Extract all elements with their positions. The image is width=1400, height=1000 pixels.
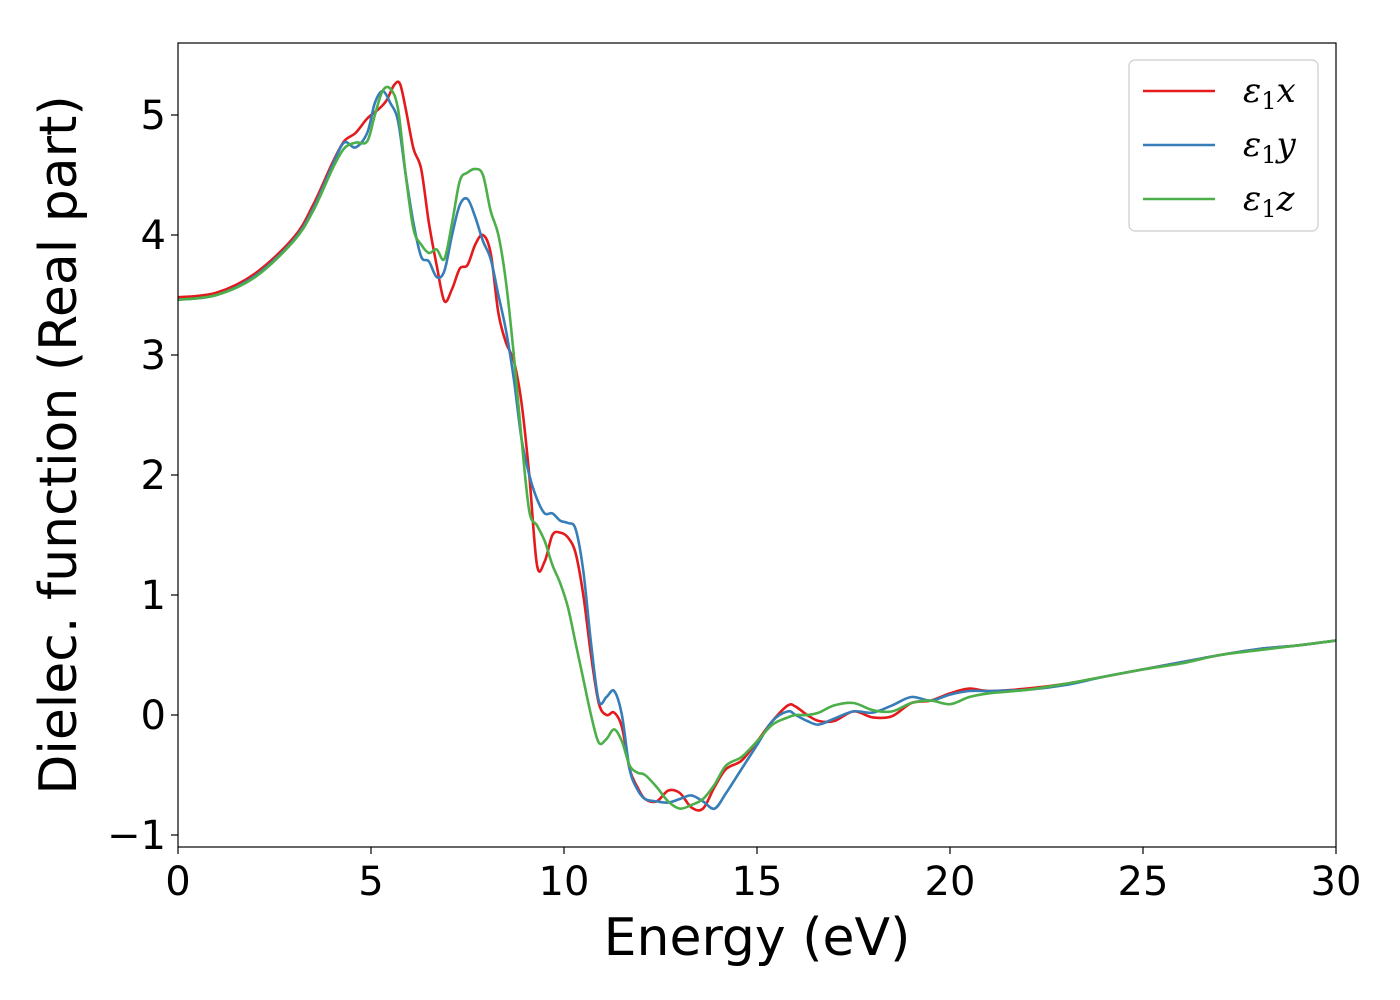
y-axis-label: Dielec. function (Real part) bbox=[29, 95, 89, 794]
x-tick-label: 0 bbox=[165, 859, 190, 905]
y-tick-label: 0 bbox=[141, 693, 166, 739]
x-tick-label: 15 bbox=[732, 859, 783, 905]
y-axis-ticks: −1 0 1 2 3 4 5 bbox=[107, 93, 178, 859]
legend-label: ε1y bbox=[1243, 125, 1297, 169]
series-layer bbox=[178, 80, 1336, 812]
x-tick-label: 30 bbox=[1311, 859, 1362, 905]
x-axis-label: Energy (eV) bbox=[604, 908, 911, 968]
series-line-z bbox=[178, 85, 1336, 810]
y-tick-label: 3 bbox=[141, 333, 166, 379]
x-tick-label: 25 bbox=[1118, 859, 1169, 905]
x-tick-label: 20 bbox=[925, 859, 976, 905]
y-tick-label: 2 bbox=[141, 453, 166, 499]
legend-label: ε1x bbox=[1243, 71, 1296, 115]
legend-box bbox=[1128, 59, 1319, 232]
y-tick-label: 1 bbox=[141, 573, 166, 619]
x-axis-ticks: 0 5 10 15 20 25 30 bbox=[165, 847, 1361, 905]
legend-entry-x: ε1x bbox=[1143, 71, 1296, 115]
legend-entry-z: ε1z bbox=[1143, 179, 1296, 223]
legend-items: ε1x ε1y ε1z bbox=[1143, 71, 1297, 223]
y-tick-label: 4 bbox=[141, 213, 166, 259]
legend: ε1x ε1y ε1z bbox=[1128, 59, 1319, 232]
legend-entry-y: ε1y bbox=[1143, 125, 1297, 169]
legend-label: ε1z bbox=[1243, 179, 1296, 223]
y-tick-label: −1 bbox=[107, 813, 166, 859]
y-tick-label: 5 bbox=[141, 93, 166, 139]
x-tick-label: 10 bbox=[539, 859, 590, 905]
x-tick-label: 5 bbox=[358, 859, 383, 905]
